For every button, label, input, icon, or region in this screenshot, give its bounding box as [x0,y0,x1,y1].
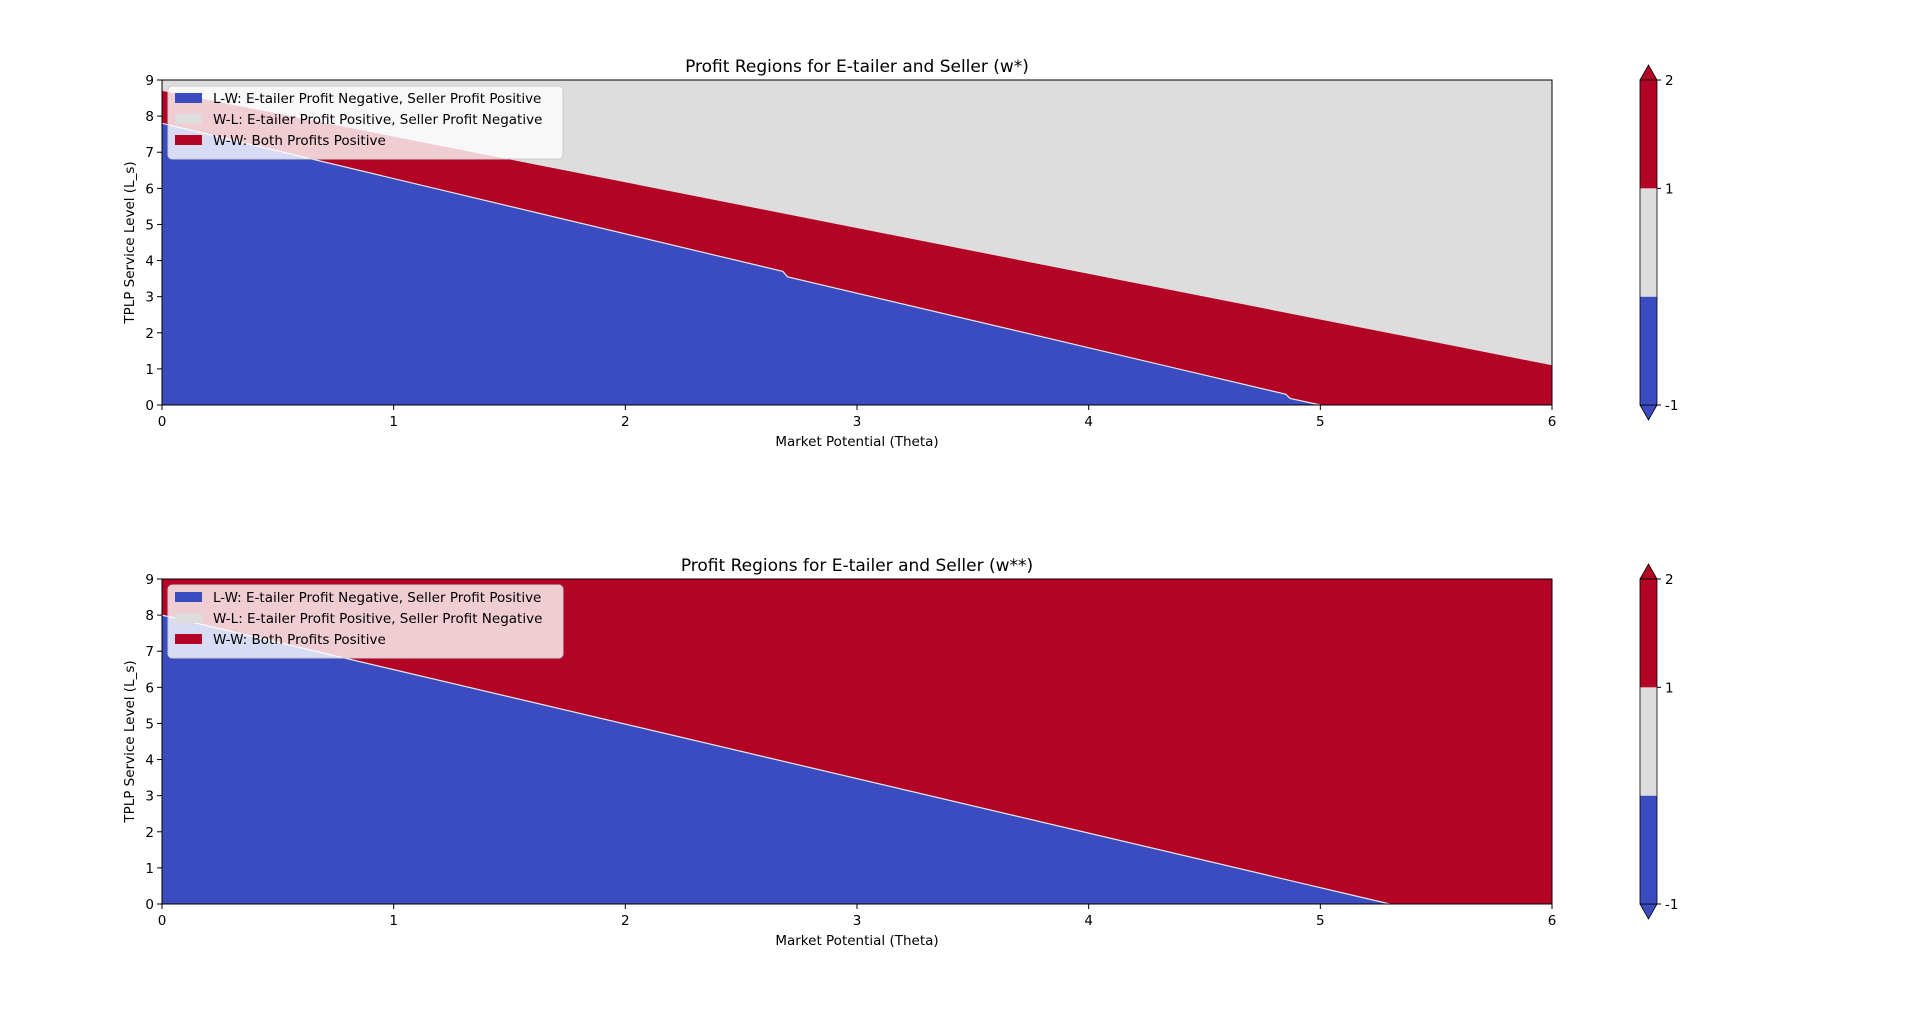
x-tick-label: 2 [621,414,630,430]
y-tick-label: 7 [145,145,154,161]
y-tick-label: 3 [145,789,154,805]
legend-label: W-W: Both Profits Positive [213,133,386,149]
chart-title: Profit Regions for E-tailer and Seller (… [681,556,1033,576]
y-axis-label: TPLP Service Level (L_s) [122,660,138,823]
colorbar-extend-min [1639,903,1658,920]
y-tick-label: 3 [145,290,154,306]
colorbar-segment [1640,687,1657,796]
colorbar-tick-label: -1 [1665,897,1678,913]
region-boundary [161,614,1390,905]
chart-title: Profit Regions for E-tailer and Seller (… [685,57,1029,77]
colorbar-frame [1639,578,1658,905]
legend-label: W-W: Both Profits Positive [213,632,386,648]
x-tick-label: 3 [853,414,862,430]
legend-swatch [175,114,202,124]
y-axis-label: TPLP Service Level (L_s) [122,161,138,324]
legend-swatch [175,592,202,602]
x-tick-label: 3 [853,913,862,929]
colorbar: -1 1 2 [1639,563,1678,920]
chart-panel-1: 0 1 2 3 4 5 6 0 1 2 3 4 5 6 7 8 9 Profit Regions for E-ta… [122,57,1678,450]
y-tick-label: 0 [145,897,154,913]
legend-label: L-W: E-tailer Profit Negative, Seller Pr… [213,91,541,107]
colorbar-tick-label: 2 [1665,73,1674,89]
colorbar-segment [1640,80,1657,189]
colorbar-frame [1639,79,1658,406]
legend: L-W: E-tailer Profit Negative, Seller Pr… [167,584,564,659]
x-tick-label: 5 [1316,414,1325,430]
colorbar-extend-min [1639,404,1658,421]
legend: L-W: E-tailer Profit Negative, Seller Pr… [167,85,564,160]
colorbar-segment [1640,296,1657,405]
y-tick-label: 0 [145,398,154,414]
y-tick-label: 8 [145,608,154,624]
y-tick-label: 6 [145,181,154,197]
legend-swatch [175,93,202,103]
x-tick-label: 1 [389,913,398,929]
y-tick-label: 7 [145,644,154,660]
colorbar: -1 1 2 [1639,64,1678,421]
region-l-w [162,615,1552,904]
x-tick-label: 4 [1084,913,1093,929]
x-tick-label: 2 [621,913,630,929]
x-tick-label: 6 [1548,913,1557,929]
legend-label: W-L: E-tailer Profit Positive, Seller Pr… [213,611,542,627]
region-l-w [162,123,1552,405]
colorbar-extend-max [1639,563,1658,580]
region-boundary [161,122,1321,406]
legend-swatch [175,634,202,644]
y-tick-label: 5 [145,716,154,732]
y-tick-label: 5 [145,217,154,233]
colorbar-segment [1640,579,1657,688]
legend-box [167,85,564,160]
y-tick-label: 2 [145,825,154,841]
x-tick-label: 0 [158,913,167,929]
y-tick-label: 1 [145,861,154,877]
x-tick-label: 5 [1316,913,1325,929]
x-tick-label: 4 [1084,414,1093,430]
y-tick-label: 6 [145,680,154,696]
x-tick-label: 6 [1548,414,1557,430]
x-tick-label: 0 [158,414,167,430]
colorbar-tick-label: -1 [1665,398,1678,414]
x-axis-label: Market Potential (Theta) [775,933,938,949]
y-tick-label: 1 [145,362,154,378]
y-tick-label: 2 [145,326,154,342]
chart-panel-2: 0 1 2 3 4 5 6 0 1 2 3 4 5 6 7 8 9 Profit Regions for E-ta… [122,556,1678,949]
colorbar-segment [1640,795,1657,904]
y-tick-label: 4 [145,254,154,270]
y-tick-label: 9 [145,73,154,89]
y-tick-label: 4 [145,753,154,769]
y-tick-label: 9 [145,572,154,588]
colorbar-tick-label: 2 [1665,572,1674,588]
legend-swatch [175,135,202,145]
colorbar-tick-label: 1 [1665,181,1674,197]
x-axis-label: Market Potential (Theta) [775,434,938,450]
legend-swatch [175,613,202,623]
colorbar-tick-label: 1 [1665,680,1674,696]
legend-label: W-L: E-tailer Profit Positive, Seller Pr… [213,112,542,128]
x-tick-label: 1 [389,414,398,430]
colorbar-segment [1640,188,1657,297]
colorbar-extend-max [1639,64,1658,81]
y-tick-label: 8 [145,109,154,125]
legend-box [167,584,564,659]
legend-label: L-W: E-tailer Profit Negative, Seller Pr… [213,590,541,606]
